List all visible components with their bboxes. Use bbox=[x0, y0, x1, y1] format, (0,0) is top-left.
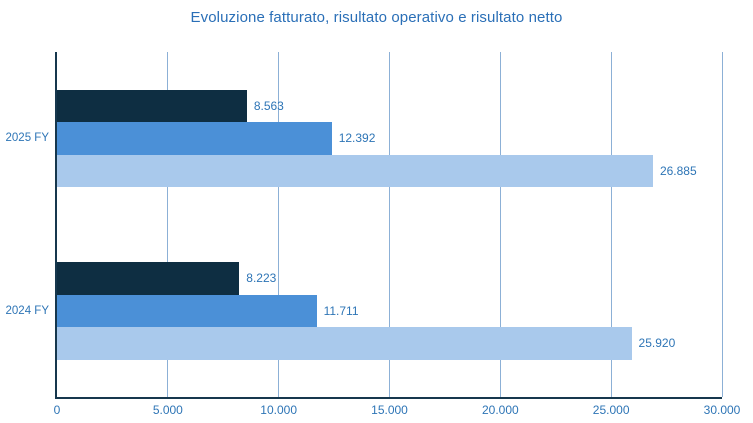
bar-2025-fy-risultato-operativo bbox=[57, 122, 332, 155]
bar-value-label: 8.563 bbox=[253, 98, 284, 113]
bar-value-label: 12.392 bbox=[338, 131, 376, 146]
plot-area: 8.563 12.392 26.885 8.223 11.711 25.920 bbox=[55, 52, 723, 399]
gridline bbox=[389, 52, 390, 397]
x-tick-label: 20.000 bbox=[481, 403, 519, 417]
gridline bbox=[721, 52, 723, 397]
x-tick-label: 0 bbox=[53, 403, 61, 417]
bar-2024-fy-risultato-operativo bbox=[57, 294, 317, 327]
x-axis-line bbox=[55, 397, 722, 399]
x-tick-label: 15.000 bbox=[371, 403, 408, 417]
gridline bbox=[610, 52, 612, 397]
x-tick-label: 25.000 bbox=[592, 403, 630, 417]
bar-2024-fy-fatturato bbox=[57, 327, 632, 360]
x-tick-label: 30.000 bbox=[703, 403, 741, 417]
x-tick-label: 5.000 bbox=[152, 403, 183, 417]
category-label: 2024 FY bbox=[5, 304, 49, 317]
x-tick-label: 10.000 bbox=[260, 403, 298, 417]
gridline bbox=[499, 52, 501, 397]
bar-value-label: 8.223 bbox=[246, 271, 277, 286]
y-axis-line bbox=[55, 52, 57, 397]
bar-2025-fy-fatturato bbox=[57, 154, 653, 187]
gridline bbox=[167, 52, 169, 397]
category-label: 2025 FY bbox=[5, 132, 49, 145]
bar-value-label: 26.885 bbox=[659, 163, 697, 178]
bar-2025-fy-risultato-netto bbox=[57, 89, 247, 122]
chart-title: Evoluzione fatturato, risultato operativ… bbox=[190, 9, 563, 26]
bar-value-label: 11.711 bbox=[323, 303, 359, 318]
bar-value-label: 25.920 bbox=[638, 336, 676, 351]
bar-2024-fy-risultato-netto bbox=[57, 262, 240, 295]
gridline bbox=[278, 52, 280, 397]
